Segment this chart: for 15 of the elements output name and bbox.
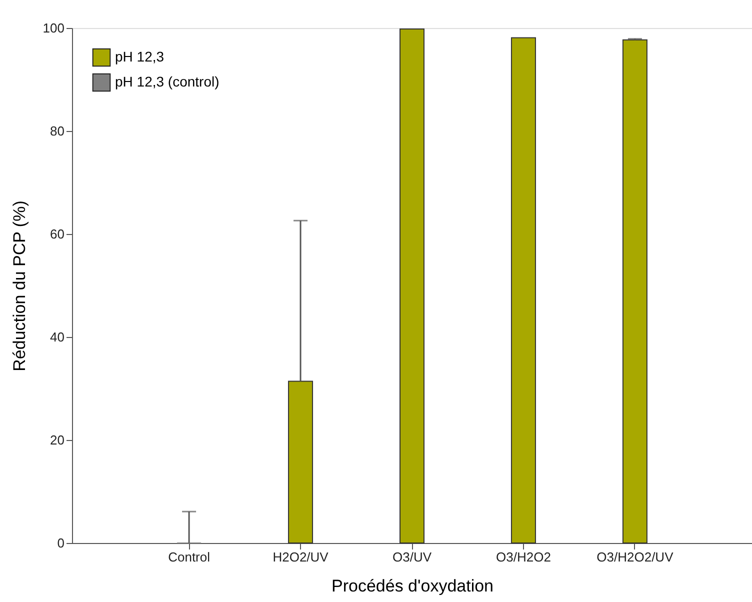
- x-tick-label: O3/H2O2: [496, 550, 551, 564]
- legend-label: pH 12,3 (control): [115, 74, 220, 90]
- y-tick-label: 20: [50, 432, 64, 448]
- x-tick-label: H2O2/UV: [272, 550, 329, 564]
- y-tick-label: 80: [50, 124, 64, 138]
- y-tick-label: 100: [42, 20, 64, 36]
- y-axis-title: Réduction du PCP (%): [10, 200, 29, 372]
- y-tick-label: 0: [57, 536, 64, 550]
- x-tick-label: O3/UV: [392, 550, 432, 564]
- y-tick-label: 60: [50, 226, 64, 242]
- legend-label: pH 12,3: [115, 48, 164, 64]
- y-tick-label: 40: [50, 330, 64, 344]
- x-tick-label: Control: [168, 550, 210, 564]
- x-axis-title: Procédés d'oxydation: [331, 576, 494, 596]
- x-tick-label: O3/H2O2/UV: [596, 550, 674, 564]
